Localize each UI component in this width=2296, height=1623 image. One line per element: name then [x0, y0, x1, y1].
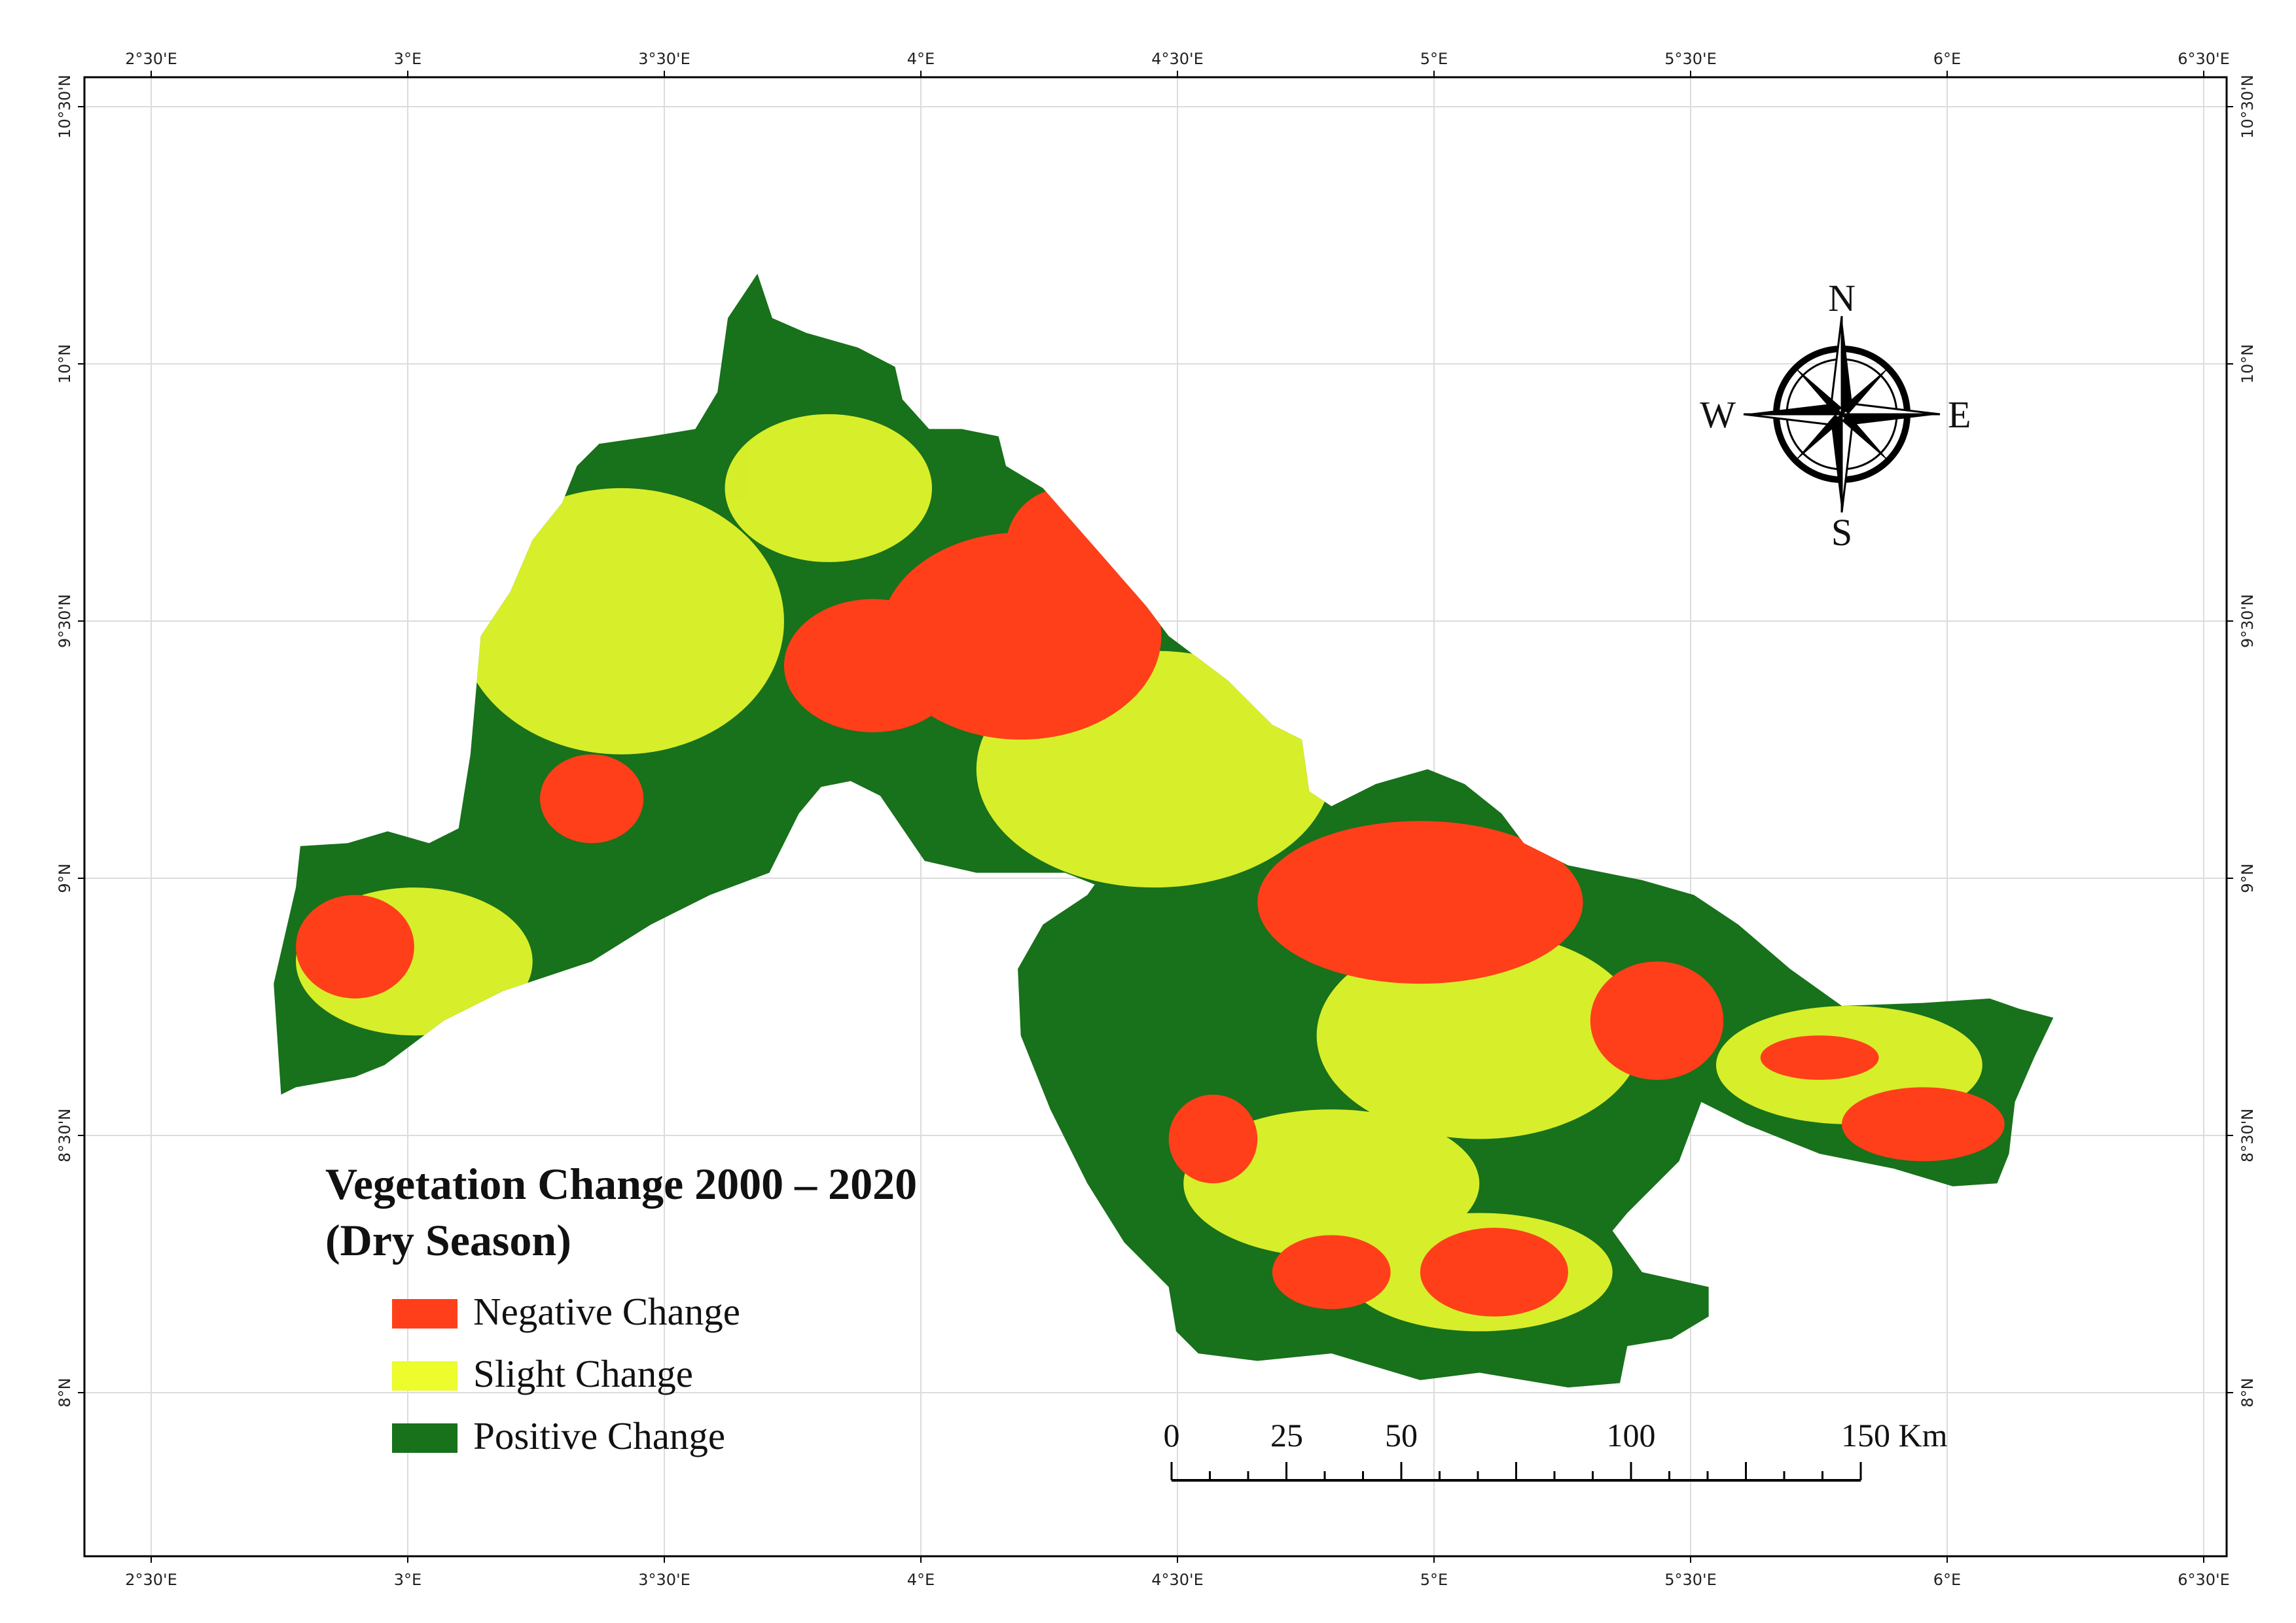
legend-swatch: [392, 1299, 457, 1329]
lat-label-left: 10°N: [56, 344, 74, 384]
lon-label-top: 3°E: [394, 50, 422, 68]
lon-label-top: 4°30'E: [1151, 50, 1204, 68]
lon-label-top: 5°E: [1420, 50, 1448, 68]
lat-label-right: 10°30'N: [2238, 75, 2257, 139]
lon-label-bottom: 4°E: [907, 1571, 935, 1589]
lon-label-top: 6°30'E: [2178, 50, 2230, 68]
lat-label-right: 8°N: [2238, 1378, 2257, 1407]
lon-label-bottom: 5°30'E: [1664, 1571, 1717, 1589]
lon-label-top: 3°30'E: [638, 50, 691, 68]
lat-label-left: 9°30'N: [56, 594, 74, 648]
lon-label-bottom: 6°E: [1933, 1571, 1961, 1589]
legend-swatch: [392, 1423, 457, 1453]
lon-label-bottom: 6°30'E: [2178, 1571, 2230, 1589]
lon-label-bottom: 4°30'E: [1151, 1571, 1204, 1589]
lat-label-left: 10°30'N: [56, 75, 74, 139]
lat-label-right: 10°N: [2238, 344, 2257, 384]
lat-label-left: 8°N: [56, 1378, 74, 1407]
legend: Negative Change Slight Change Positive Cha…: [392, 1290, 740, 1457]
lat-label-left: 8°30'N: [56, 1109, 74, 1162]
map-title: Vegetation Change 2000 – 2020: [325, 1159, 917, 1209]
lon-label-top: 2°30'E: [125, 50, 177, 68]
map-frame: [83, 76, 2228, 1558]
lat-label-left: 9°N: [56, 863, 74, 893]
scale-label: 25: [1270, 1417, 1303, 1454]
lon-label-top: 6°E: [1933, 50, 1961, 68]
compass-south: S: [1831, 511, 1852, 554]
scale-label: 100: [1607, 1417, 1656, 1454]
lon-label-top: 5°30'E: [1664, 50, 1717, 68]
legend-label: Negative Change: [473, 1290, 740, 1333]
lon-label-bottom: 2°30'E: [125, 1571, 177, 1589]
scale-label: 0: [1164, 1417, 1180, 1454]
negative-areas: [296, 488, 2005, 1317]
compass-east: E: [1948, 393, 1971, 436]
lat-label-right: 9°N: [2238, 863, 2257, 893]
legend-swatch: [392, 1361, 457, 1391]
legend-label: Slight Change: [473, 1352, 693, 1395]
compass-west: W: [1700, 393, 1736, 436]
scale-label: 50: [1385, 1417, 1418, 1454]
scale-label: 150 Km: [1841, 1417, 1948, 1454]
map-subtitle: (Dry Season): [325, 1215, 571, 1265]
lon-label-top: 4°E: [907, 50, 935, 68]
north-arrow: N S E W: [1700, 277, 1971, 554]
lon-label-bottom: 5°E: [1420, 1571, 1448, 1589]
lon-label-bottom: 3°30'E: [638, 1571, 691, 1589]
lat-label-right: 9°30'N: [2238, 594, 2257, 648]
lon-label-bottom: 3°E: [394, 1571, 422, 1589]
legend-label: Positive Change: [473, 1414, 725, 1457]
compass-north: N: [1828, 277, 1856, 319]
scale-bar: 0 25 50 100 150 Km: [1164, 1417, 1948, 1482]
lat-label-right: 8°30'N: [2238, 1109, 2257, 1162]
